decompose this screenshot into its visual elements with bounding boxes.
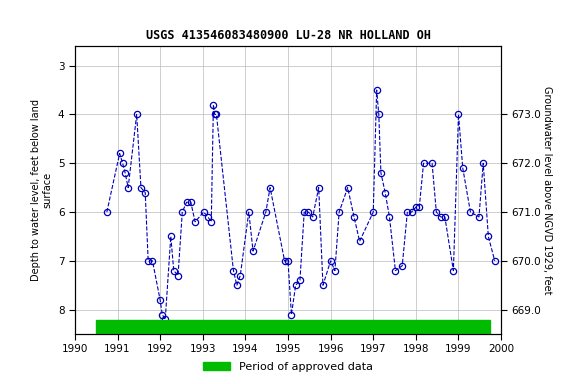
Y-axis label: Groundwater level above NGVD 1929, feet: Groundwater level above NGVD 1929, feet	[543, 86, 552, 294]
Title: USGS 413546083480900 LU-28 NR HOLLAND OH: USGS 413546083480900 LU-28 NR HOLLAND OH	[146, 29, 430, 42]
Legend: Period of approved data: Period of approved data	[198, 358, 378, 377]
Y-axis label: Depth to water level, feet below land
surface: Depth to water level, feet below land su…	[31, 99, 52, 281]
Bar	[96, 320, 490, 334]
